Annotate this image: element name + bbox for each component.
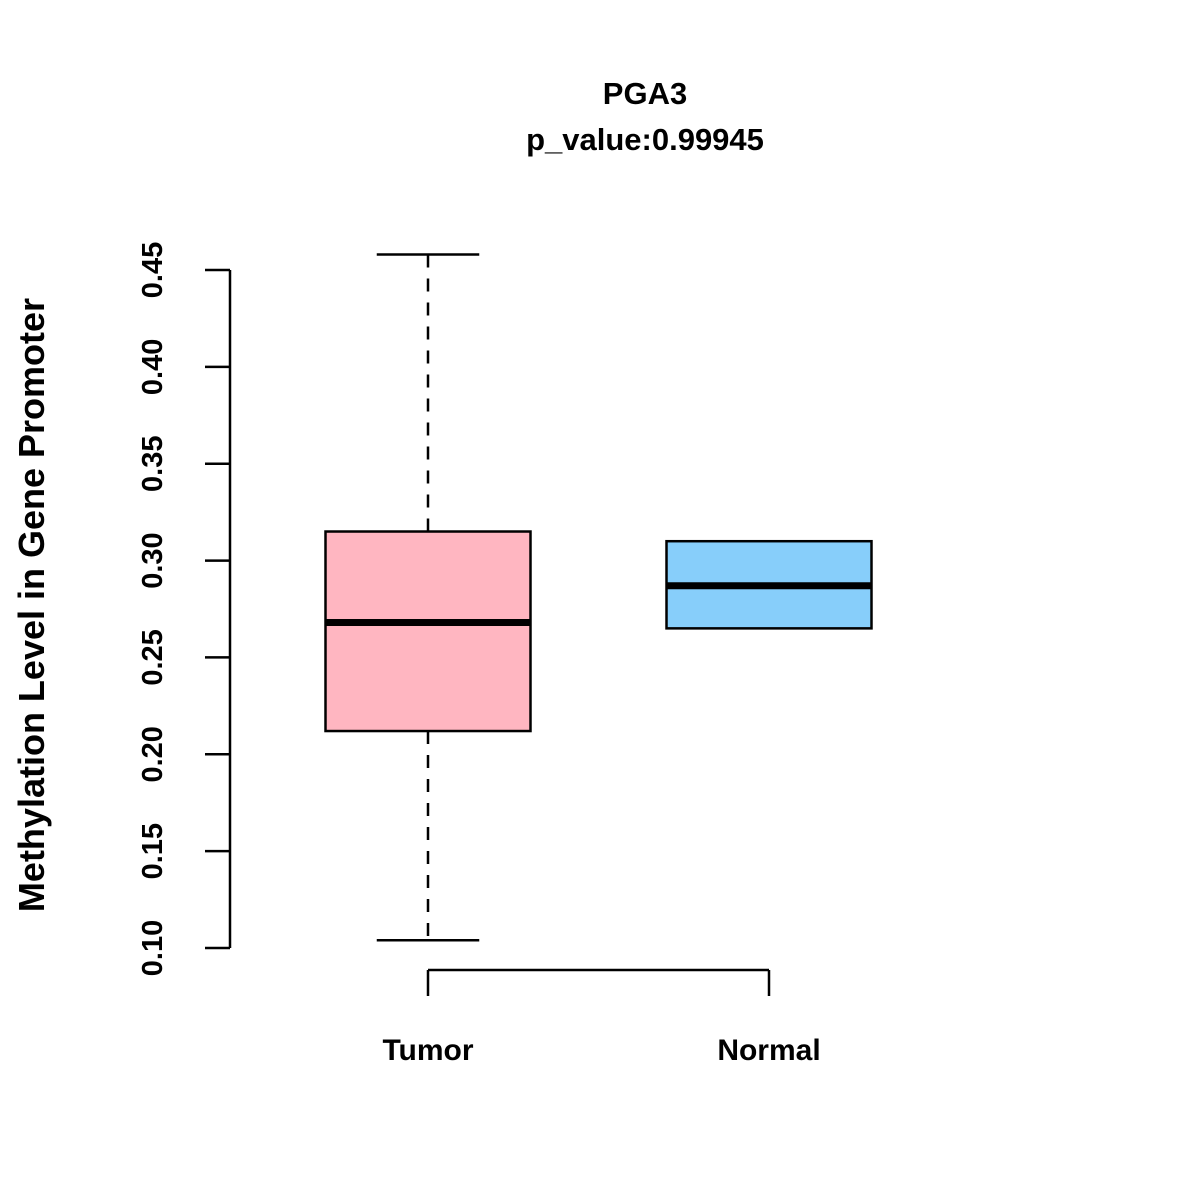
y-tick-label: 0.10: [137, 920, 169, 976]
y-tick-label: 0.25: [137, 629, 169, 685]
y-tick-label: 0.35: [137, 435, 169, 491]
chart-title: PGA3: [602, 76, 688, 111]
box-tumor: [324, 530, 532, 733]
y-tick-label: 0.20: [137, 726, 169, 782]
y-tick-label: 0.45: [137, 242, 169, 298]
y-tick-label: 0.30: [137, 532, 169, 588]
y-tick-label: 0.40: [137, 339, 169, 395]
y-tick-label: 0.15: [137, 823, 169, 879]
chart-subtitle: p_value:0.99945: [526, 122, 764, 157]
x-category-label-normal: Normal: [717, 1034, 820, 1067]
x-category-label-tumor: Tumor: [382, 1034, 473, 1067]
